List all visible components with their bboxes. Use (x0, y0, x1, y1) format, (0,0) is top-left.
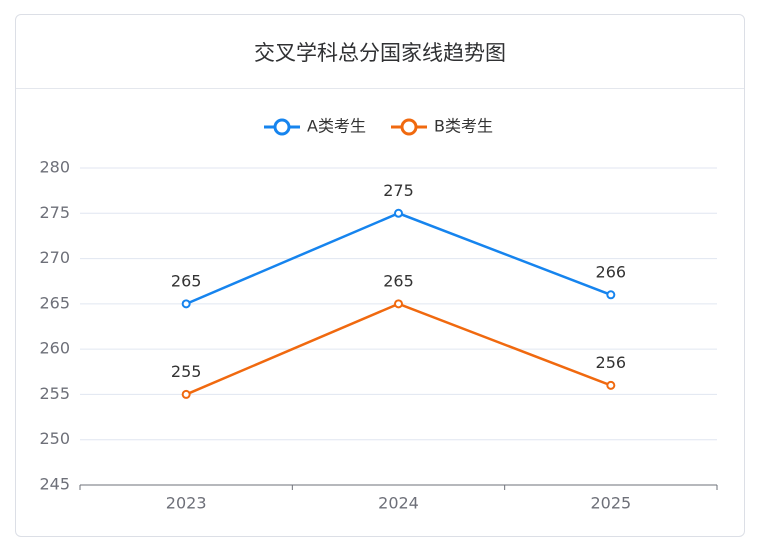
legend-label: A类考生 (307, 117, 366, 136)
y-tick-label: 265 (39, 293, 70, 312)
legend-marker (400, 118, 418, 136)
y-tick-label: 250 (39, 429, 70, 448)
data-point (394, 299, 403, 309)
y-tick-label: 260 (39, 339, 70, 358)
data-point (181, 299, 191, 309)
y-tick-label: 245 (39, 475, 70, 494)
data-point (181, 389, 191, 399)
data-label: 256 (596, 353, 627, 372)
y-tick-label: 255 (39, 384, 70, 403)
x-tick-label: 2025 (590, 494, 631, 513)
legend-marker (273, 118, 291, 136)
chart-title: 交叉学科总分国家线趋势图 (16, 15, 744, 89)
chart-card: 交叉学科总分国家线趋势图 (15, 14, 745, 537)
y-tick-label: 280 (39, 158, 70, 177)
legend-label: B类考生 (434, 117, 493, 136)
data-point (606, 380, 616, 390)
data-label: 265 (383, 271, 414, 290)
data-label: 266 (596, 262, 627, 281)
y-tick-label: 270 (39, 248, 70, 267)
data-label: 255 (171, 362, 202, 381)
x-tick-label: 2023 (166, 494, 207, 513)
data-point (606, 290, 616, 300)
data-label: 275 (383, 181, 414, 200)
data-point (394, 208, 403, 218)
y-tick-label: 275 (39, 203, 70, 222)
x-tick-label: 2024 (378, 494, 419, 513)
data-label: 265 (171, 271, 202, 290)
